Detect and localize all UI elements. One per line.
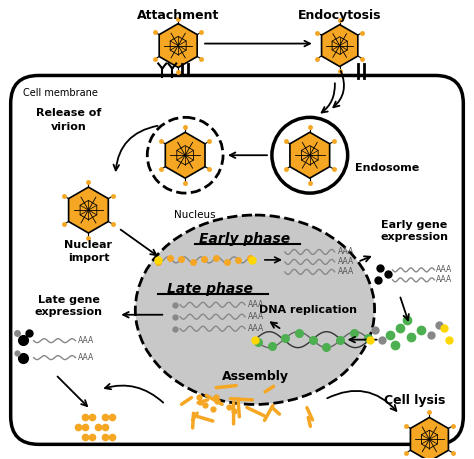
- Polygon shape: [410, 417, 448, 459]
- Text: Endocytosis: Endocytosis: [298, 9, 382, 22]
- Ellipse shape: [135, 215, 374, 404]
- Text: Nucleus: Nucleus: [174, 210, 216, 220]
- Text: Attachment: Attachment: [137, 9, 219, 22]
- Text: AAA: AAA: [248, 324, 264, 333]
- Text: AAA: AAA: [337, 268, 354, 276]
- Polygon shape: [290, 132, 329, 178]
- Text: DNA replication: DNA replication: [259, 305, 357, 315]
- Text: Endosome: Endosome: [355, 163, 419, 173]
- Polygon shape: [321, 25, 358, 67]
- Text: AAA: AAA: [337, 247, 354, 257]
- Text: Cell lysis: Cell lysis: [384, 394, 445, 408]
- Circle shape: [147, 118, 223, 193]
- Text: Late gene
expression: Late gene expression: [35, 295, 102, 317]
- Text: Assembly: Assembly: [221, 369, 289, 382]
- FancyBboxPatch shape: [11, 75, 463, 444]
- Polygon shape: [159, 23, 197, 67]
- Text: AAA: AAA: [77, 336, 94, 345]
- Polygon shape: [165, 132, 205, 178]
- Text: Release of
virion: Release of virion: [36, 108, 101, 132]
- Text: AAA: AAA: [248, 312, 264, 321]
- Polygon shape: [69, 187, 109, 233]
- Text: Nuclear
import: Nuclear import: [64, 240, 112, 263]
- Text: AAA: AAA: [337, 257, 354, 266]
- Text: Early phase: Early phase: [200, 232, 291, 246]
- Text: Cell membrane: Cell membrane: [23, 89, 98, 98]
- Circle shape: [272, 118, 347, 193]
- Text: AAA: AAA: [248, 300, 264, 309]
- Text: AAA: AAA: [77, 353, 94, 362]
- Text: AAA: AAA: [437, 275, 453, 284]
- Text: Late phase: Late phase: [167, 282, 253, 296]
- Text: AAA: AAA: [437, 265, 453, 274]
- Text: Early gene
expression: Early gene expression: [381, 220, 448, 242]
